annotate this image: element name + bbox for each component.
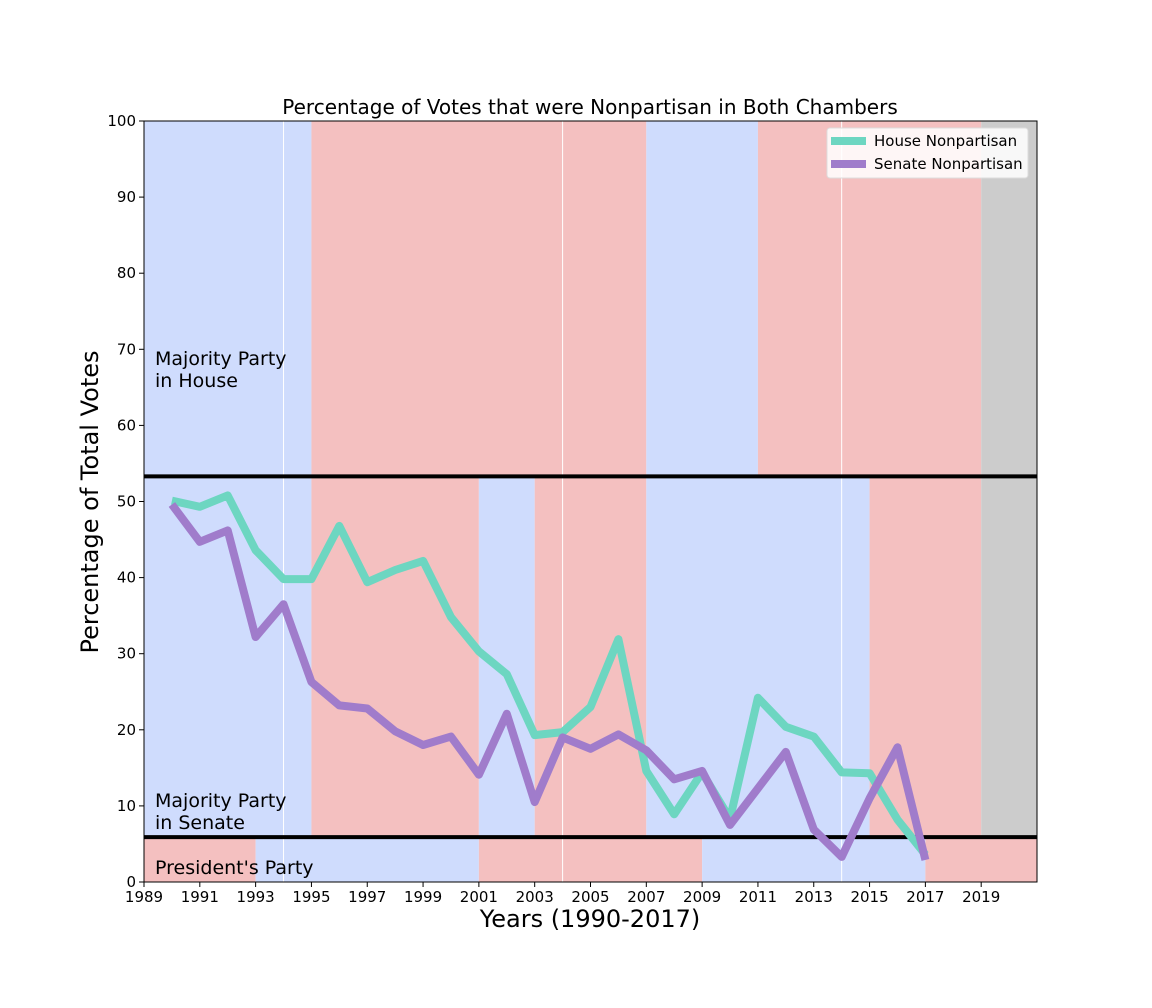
series-lines [168, 491, 930, 861]
senate-band-republican [311, 476, 479, 838]
president-band-democratic [702, 837, 926, 882]
x-tick-label: 1991 [181, 888, 219, 906]
president-band-republican [478, 837, 703, 882]
senate-band-unknown [981, 476, 1037, 838]
x-tick-label: 1989 [125, 888, 163, 906]
legend-box [826, 127, 1029, 179]
x-tick-label: 1997 [348, 888, 386, 906]
legend-entry: House Nonpartisan [874, 132, 1017, 150]
x-tick-label: 2005 [571, 888, 609, 906]
x-tick-label: 2001 [460, 888, 498, 906]
senate-band-republican [869, 476, 982, 838]
house-region-label: Majority Party [155, 348, 287, 370]
y-tick-label: 80 [117, 264, 136, 282]
region-separators [144, 474, 1037, 840]
y-tick-label: 20 [117, 721, 136, 739]
x-tick-label: 2007 [627, 888, 665, 906]
house-band-unknown [981, 121, 1037, 477]
y-tick-label: 70 [117, 340, 136, 358]
y-tick-label: 60 [117, 416, 136, 434]
x-tick-label: 1993 [237, 888, 275, 906]
y-tick-label: 100 [107, 112, 136, 130]
senate-region-label: Majority Party [155, 790, 287, 812]
y-axis-ticks: 0 10 20 30 40 50 60 70 80 90 100 [107, 112, 144, 891]
legend: House Nonpartisan Senate Nonpartisan [826, 127, 1029, 179]
y-tick-label: 50 [117, 493, 136, 511]
x-tick-label: 2013 [795, 888, 833, 906]
x-tick-label: 1999 [404, 888, 442, 906]
house-band-democratic [144, 121, 312, 477]
y-tick-label: 0 [126, 873, 136, 891]
y-tick-label: 90 [117, 188, 136, 206]
president-band-republican [925, 837, 1037, 882]
y-axis-label: Percentage of Total Votes [76, 351, 104, 654]
y-tick-label: 10 [117, 797, 136, 815]
x-tick-label: 1995 [292, 888, 330, 906]
x-tick-label: 2009 [683, 888, 721, 906]
house-region-label: in House [155, 370, 238, 392]
chart-title: Percentage of Votes that were Nonpartisa… [282, 95, 897, 119]
x-tick-label: 2003 [516, 888, 554, 906]
vertical-dividers [283, 121, 843, 882]
house-band-republican [757, 121, 982, 477]
x-axis-ticks: 1989 1991 1993 1995 1997 1999 2001 2003 2005 2007… [125, 882, 1000, 906]
house-band-republican [311, 121, 647, 477]
house-band-democratic [646, 121, 758, 477]
senate-band-republican [534, 476, 647, 838]
senate-nonpartisan-line [168, 502, 930, 861]
legend-entry: Senate Nonpartisan [874, 155, 1023, 173]
x-tick-label: 2019 [962, 888, 1000, 906]
house-nonpartisan-line [171, 491, 929, 858]
president-band-democratic [255, 837, 479, 882]
x-tick-label: 2015 [850, 888, 888, 906]
x-axis-label: Years (1990-2017) [479, 905, 701, 933]
x-tick-label: 2017 [906, 888, 944, 906]
president-band-republican [144, 837, 256, 882]
senate-region-label: in Senate [155, 812, 245, 834]
y-tick-label: 30 [117, 645, 136, 663]
president-region-label: President's Party [155, 857, 314, 879]
y-tick-label: 40 [117, 569, 136, 587]
x-tick-label: 2011 [739, 888, 777, 906]
